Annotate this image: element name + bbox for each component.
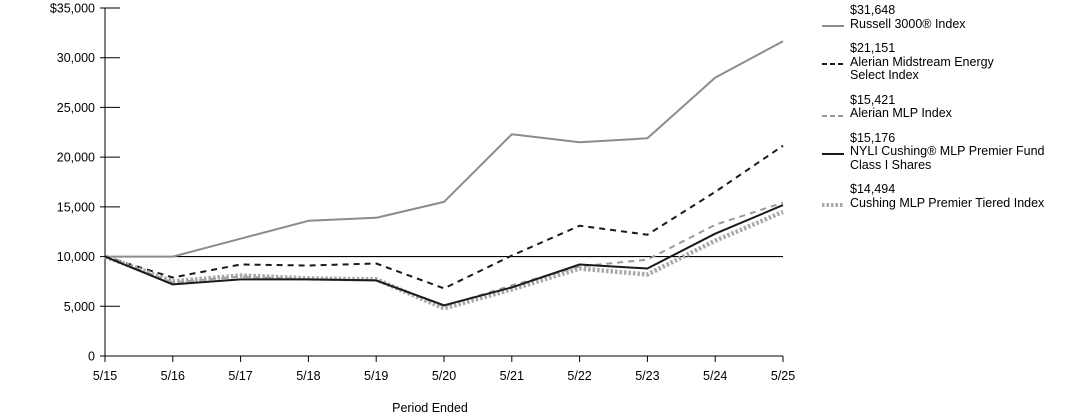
x-axis-ticks: 5/15 5/16 5/17 5/18 5/19 5/20 5/21 5/22 5/23 5/24… [93,356,795,383]
legend-swatch [822,152,844,155]
x-tick-label: 5/23 [635,369,659,383]
x-tick-label: 5/21 [500,369,524,383]
legend-end-value: $15,421 [850,92,896,107]
legend-item: $21,151 Alerian Midstream Energy Select In… [822,41,1090,83]
y-tick-label: 20,000 [57,151,95,165]
y-axis-ticks: $35,000 30,000 25,000 20,000 15,000 10,000 5,0… [50,2,120,364]
legend-series-name: Select Index [850,68,919,82]
legend-text: $31,648 Russell 3000® Index [850,3,1090,31]
x-tick-label: 5/15 [93,369,117,383]
legend-swatch [822,114,844,117]
legend-text: $15,176 NYLI Cushing® MLP Premier Fund Cla… [850,130,1090,173]
chart-legend: $31,648 Russell 3000® Index $21,151 Alerian… [822,3,1090,221]
series-line-1 [105,40,784,258]
legend-series-name: Class I Shares [850,157,932,172]
y-tick-label: 25,000 [57,101,95,115]
legend-swatch [822,25,844,27]
series-line-4 [104,204,784,307]
x-tick-label: 5/16 [161,369,185,383]
legend-series-name: Russell 3000® Index [850,16,966,31]
y-tick-label: 5,000 [64,300,95,314]
chart-axes [104,8,783,357]
legend-item: $14,494 Cushing MLP Premier Tiered Index [822,182,1090,210]
legend-text: $15,421 Alerian MLP Index [850,92,1090,121]
x-tick-label: 5/24 [703,369,727,383]
legend-swatch [822,203,844,207]
series-line-5 [104,209,784,311]
legend-swatch [822,63,844,65]
x-tick-label: 5/17 [228,369,252,383]
series-lines [104,40,784,311]
y-tick-label: 0 [88,350,95,364]
x-tick-label: 5/22 [567,369,591,383]
x-tick-label: 5/25 [771,369,795,383]
x-axis-title: Period Ended [392,401,468,415]
legend-item: $15,421 Alerian MLP Index [822,92,1090,121]
series-line-2 [104,144,784,290]
series-line-3 [104,201,784,308]
legend-end-value: $21,151 [850,41,896,55]
legend-text: $21,151 Alerian Midstream Energy Select In… [850,41,1090,83]
legend-item: $15,176 NYLI Cushing® MLP Premier Fund Cla… [822,130,1090,173]
x-tick-label: 5/19 [364,369,388,383]
legend-end-value: $15,176 [850,130,896,145]
legend-end-value: $31,648 [850,3,896,17]
legend-end-value: $14,494 [850,182,896,196]
legend-item: $31,648 Russell 3000® Index [822,3,1090,31]
legend-text: $14,494 Cushing MLP Premier Tiered Index [850,182,1090,210]
legend-series-name: Alerian Midstream Energy [850,54,994,69]
legend-series-name: Cushing MLP Premier Tiered Index [850,195,1045,210]
y-tick-label: $35,000 [50,2,95,16]
y-tick-label: 30,000 [57,51,95,65]
y-tick-label: 10,000 [57,250,95,264]
legend-series-name: Alerian MLP Index [850,106,952,120]
legend-series-name: NYLI Cushing® MLP Premier Fund [850,144,1045,158]
y-tick-label: 15,000 [57,200,95,214]
x-tick-label: 5/18 [296,369,320,383]
x-tick-label: 5/20 [432,369,456,383]
